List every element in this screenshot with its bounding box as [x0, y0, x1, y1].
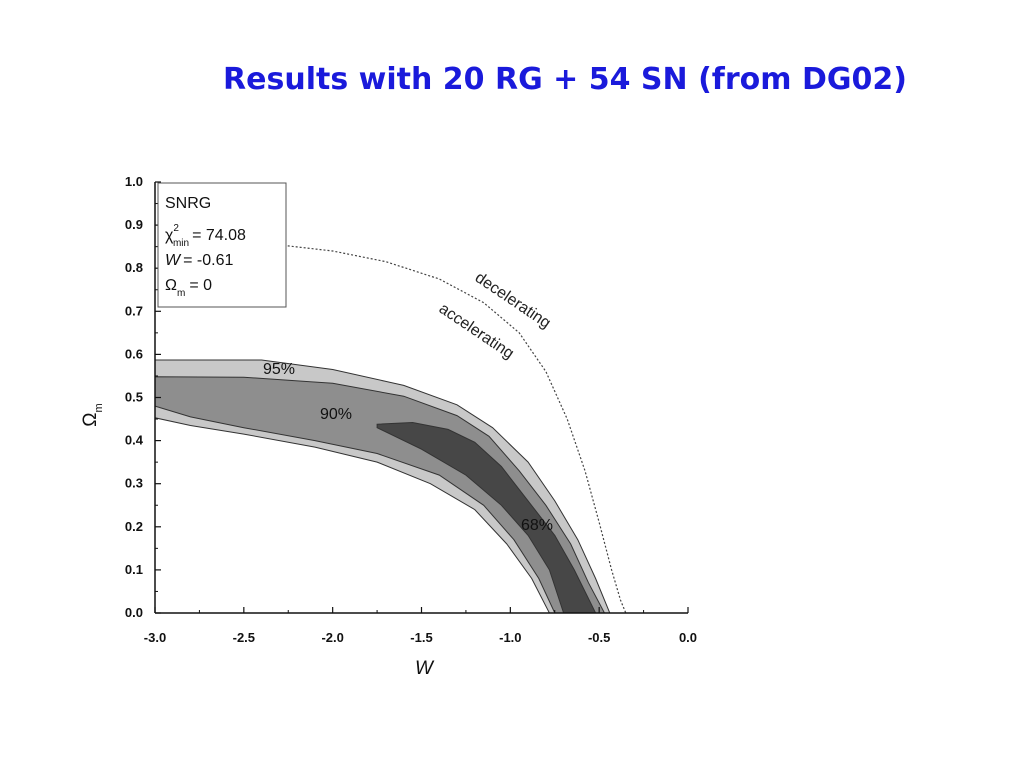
y-tick-label: 1.0 [125, 174, 143, 189]
x-tick-label: 0.0 [679, 630, 697, 645]
boundary-line [275, 243, 627, 614]
legend-chi-symbol: χ [165, 227, 174, 244]
legend: SNRG χ2 min = 74.08 W = -0.61 Ωm = 0 [157, 182, 287, 308]
legend-chi-sup: 2 [173, 223, 179, 234]
legend-chi2: χ2 min = 74.08 [165, 223, 246, 249]
y-tick-label: 0.6 [125, 346, 143, 361]
label-90: 90% [320, 406, 352, 423]
y-tick-label: 0.5 [125, 390, 143, 405]
x-tick-label: -2.5 [233, 630, 255, 645]
legend-omega: Ωm = 0 [165, 277, 212, 299]
y-axis-label: Ωm [80, 403, 105, 426]
y-axis-symbol: Ω [80, 412, 101, 426]
legend-omega-symbol: Ω [165, 277, 177, 294]
y-axis-subscript: m [93, 403, 105, 412]
legend-w-symbol: W [165, 252, 182, 269]
legend-chi-value: = 74.08 [192, 227, 246, 244]
x-tick-label: -1.5 [410, 630, 432, 645]
confidence-regions [154, 359, 611, 614]
legend-w-value: = -0.61 [183, 252, 233, 269]
legend-w: W = -0.61 [165, 252, 233, 269]
y-tick-label: 0.9 [125, 217, 143, 232]
label-95: 95% [263, 361, 295, 378]
x-axis-label: W [415, 658, 435, 679]
legend-omega-value: = 0 [189, 277, 212, 294]
y-tick-label: 0.3 [125, 476, 143, 491]
x-tick-label: -1.0 [499, 630, 521, 645]
y-tick-label: 0.7 [125, 303, 143, 318]
slide-title: Results with 20 RG + 54 SN (from DG02) [223, 62, 907, 97]
legend-omega-sub: m [177, 288, 185, 299]
x-tick-label: -3.0 [144, 630, 166, 645]
y-tick-label: 0.8 [125, 260, 143, 275]
label-accelerating: accelerating [436, 300, 517, 362]
y-tick-label: 0.2 [125, 519, 143, 534]
legend-box [157, 182, 287, 308]
y-tick-label: 0.4 [125, 433, 144, 448]
legend-chi-sub: min [173, 238, 189, 249]
boundary-curve [275, 243, 627, 614]
y-tick-label: 0.0 [125, 605, 143, 620]
x-tick-label: -0.5 [588, 630, 610, 645]
ticks: -3.0 -2.5 -2.0 -1.5 -1.0 -0.5 0.0 0.0 0.1 0.2 0.3 0… [125, 174, 697, 645]
label-68: 68% [521, 517, 553, 534]
legend-title: SNRG [165, 195, 211, 212]
svg-text:Ωm: Ωm [80, 403, 105, 426]
x-tick-label: -2.0 [321, 630, 343, 645]
label-decelerating: decelerating [472, 269, 554, 332]
y-tick-label: 0.1 [125, 562, 143, 577]
